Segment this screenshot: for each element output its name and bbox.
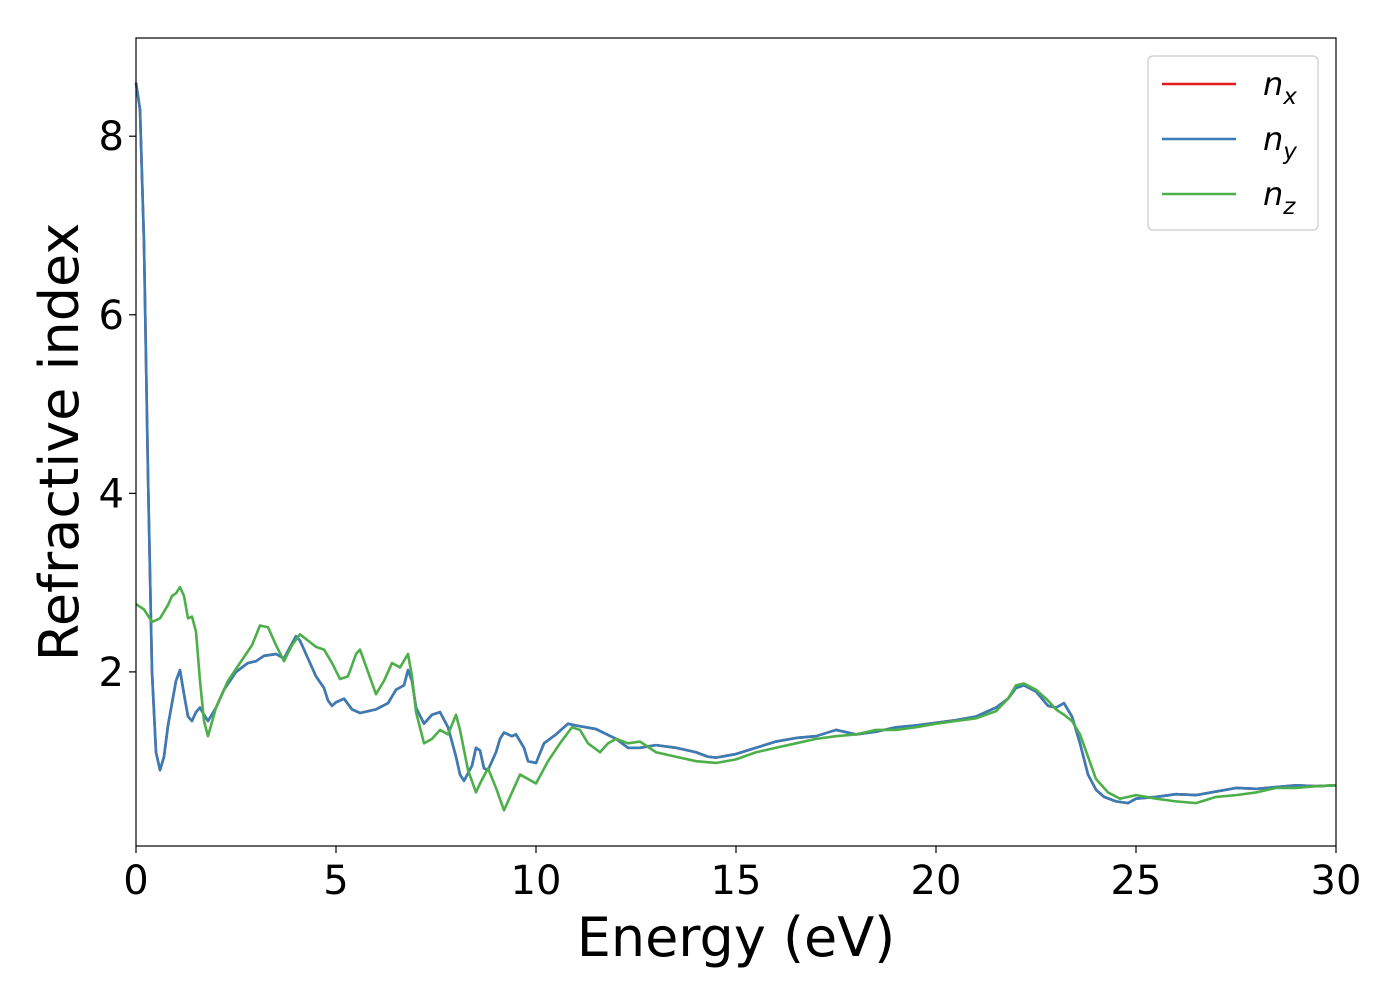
legend-subscript: x	[1282, 84, 1297, 110]
legend-label-nz: nz	[1263, 175, 1296, 220]
x-tick-label: 5	[323, 858, 348, 904]
legend-subscript: y	[1282, 139, 1297, 165]
x-axis-label: Energy (eV)	[577, 906, 896, 969]
legend-symbol: n	[1263, 120, 1283, 158]
y-axis-label: Refractive index	[28, 223, 91, 662]
series-line-nz	[135, 585, 1337, 812]
y-tick-label: 2	[99, 650, 124, 696]
series-layer	[134, 82, 1337, 812]
x-tick-label: 25	[1111, 858, 1162, 904]
legend-label-ny: ny	[1263, 120, 1297, 165]
legend-symbol: n	[1263, 65, 1283, 103]
x-tick-label: 30	[1311, 858, 1362, 904]
legend-label-nx: nx	[1263, 65, 1297, 110]
x-tick-label: 15	[711, 858, 762, 904]
x-tick-label: 20	[911, 858, 962, 904]
legend-symbol: n	[1263, 175, 1283, 213]
legend-subscript: z	[1282, 194, 1296, 220]
x-tick-label: 0	[123, 858, 148, 904]
y-tick-label: 8	[99, 114, 124, 160]
y-axis-ticks: 2 4 6 8	[99, 114, 136, 696]
legend-box	[1147, 55, 1319, 231]
y-tick-label: 4	[99, 471, 124, 517]
x-axis-ticks: 0 5 10 15 20 25 30	[123, 846, 1361, 904]
y-tick-label: 6	[99, 293, 124, 339]
x-tick-label: 10	[511, 858, 562, 904]
plot-background	[136, 38, 1336, 846]
